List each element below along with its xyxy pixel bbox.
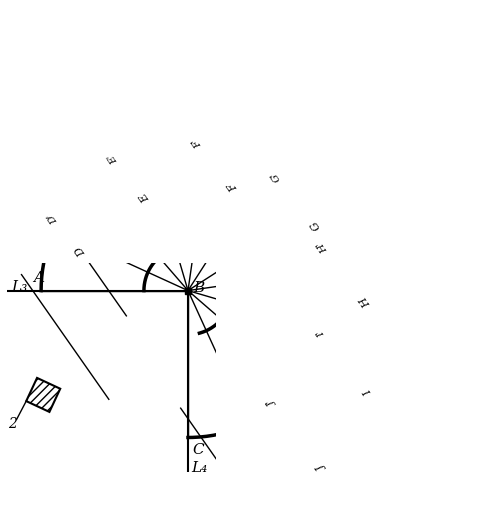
Text: I: I — [363, 388, 374, 397]
Text: E: E — [140, 190, 152, 203]
Text: D': D' — [45, 210, 59, 225]
Text: G: G — [309, 219, 322, 231]
Text: J': J' — [268, 397, 279, 408]
Text: J: J — [319, 463, 329, 473]
Text: L₄: L₄ — [191, 461, 208, 475]
Text: I': I' — [316, 327, 327, 337]
Text: H': H' — [315, 240, 329, 254]
Text: A: A — [33, 271, 44, 285]
Polygon shape — [26, 378, 60, 412]
Text: H: H — [359, 295, 372, 309]
Text: G': G' — [269, 168, 282, 183]
Text: L₃: L₃ — [11, 281, 28, 294]
Text: C: C — [192, 443, 204, 457]
Text: F': F' — [191, 135, 204, 149]
Text: 2: 2 — [8, 417, 17, 431]
Text: B: B — [194, 282, 205, 295]
Text: E': E' — [107, 151, 120, 165]
Text: F: F — [227, 180, 239, 193]
Text: D: D — [75, 245, 88, 258]
